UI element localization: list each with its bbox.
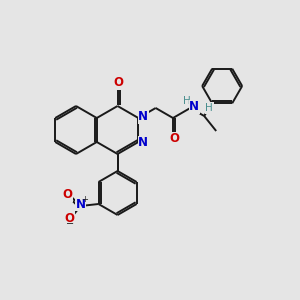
Text: −: − bbox=[67, 219, 75, 229]
Text: O: O bbox=[169, 133, 179, 146]
Text: O: O bbox=[114, 76, 124, 89]
Text: N: N bbox=[138, 110, 148, 124]
Text: N: N bbox=[189, 100, 199, 113]
Text: H: H bbox=[183, 96, 191, 106]
Text: O: O bbox=[64, 212, 74, 224]
Text: H: H bbox=[205, 103, 213, 113]
Text: O: O bbox=[62, 188, 73, 202]
Text: N: N bbox=[76, 197, 85, 211]
Text: +: + bbox=[81, 194, 88, 203]
Text: N: N bbox=[138, 136, 148, 149]
